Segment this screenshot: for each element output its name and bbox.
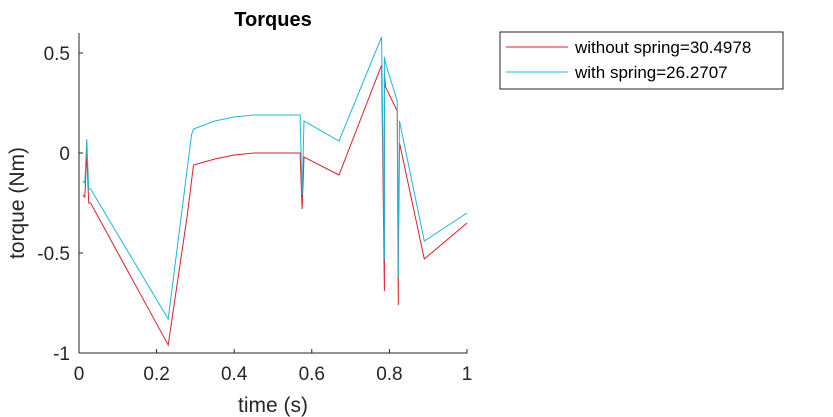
y-tick-label: 0 [59, 144, 70, 165]
axes [78, 33, 467, 354]
x-ticks: 0 0.2 0.4 0.6 0.8 1 [74, 349, 473, 385]
y-tick-label: -1 [53, 344, 70, 365]
x-tick-label: 0.8 [376, 364, 402, 385]
x-tick-label: 0.6 [299, 364, 325, 385]
series-line-without-spring [82, 64, 468, 347]
y-tick-label: 0.5 [44, 44, 70, 65]
legend-entry-without-spring: without spring=30.4978 [574, 38, 751, 57]
legend-box [499, 31, 784, 90]
y-axis-label: torque (Nm) [6, 147, 29, 259]
x-tick-label: 0 [74, 364, 85, 385]
y-ticks: -1 -0.5 0 0.5 [37, 44, 83, 365]
x-tick-label: 0.4 [221, 364, 248, 385]
series-line-with-spring [82, 36, 468, 321]
legend: without spring=30.4978 with spring=26.27… [499, 31, 784, 90]
plot-area [82, 36, 468, 347]
x-axis-label: time (s) [238, 394, 308, 417]
x-tick-label: 0.2 [143, 364, 169, 385]
x-tick-label: 1 [462, 364, 473, 385]
legend-entry-with-spring: with spring=26.2707 [574, 63, 728, 82]
y-tick-label: -0.5 [37, 244, 70, 265]
chart-title: Torques [234, 9, 311, 31]
